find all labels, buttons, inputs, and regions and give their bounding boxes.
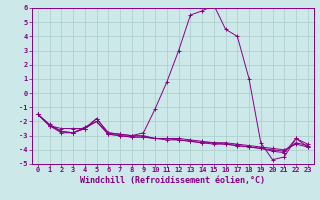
X-axis label: Windchill (Refroidissement éolien,°C): Windchill (Refroidissement éolien,°C) — [80, 176, 265, 185]
